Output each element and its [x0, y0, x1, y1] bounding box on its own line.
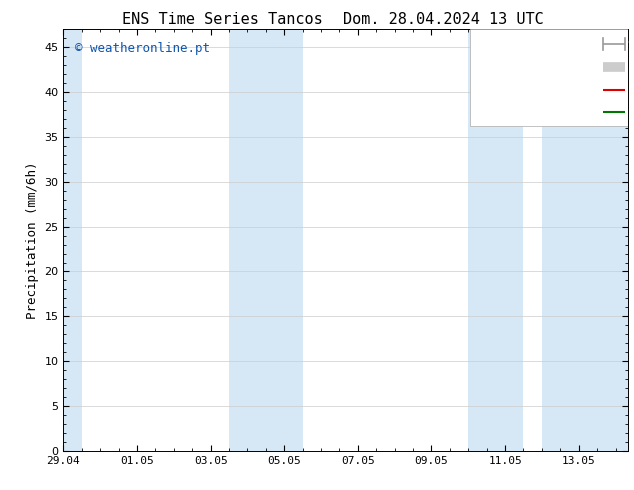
Bar — [60, 29, 82, 451]
Text: © weatheronline.pt: © weatheronline.pt — [75, 42, 210, 55]
Point — [95, 440, 103, 445]
Point — [96, 440, 104, 445]
Point — [95, 441, 103, 446]
Text: ENS Time Series Tancos: ENS Time Series Tancos — [122, 12, 322, 27]
Point — [95, 439, 103, 445]
FancyBboxPatch shape — [470, 29, 633, 126]
Point — [96, 440, 104, 445]
Text: Ensemble mean run: Ensemble mean run — [496, 85, 602, 95]
Bar — [229, 29, 302, 451]
Point — [95, 440, 103, 446]
Bar — [542, 29, 634, 451]
Bar — [469, 29, 524, 451]
Text: Desvio padr tilde;o: Desvio padr tilde;o — [484, 62, 602, 73]
Text: Controll run: Controll run — [527, 107, 602, 118]
Y-axis label: Precipitation (mm/6h): Precipitation (mm/6h) — [26, 161, 39, 319]
Text: min/max: min/max — [559, 39, 602, 49]
Point — [96, 439, 104, 445]
Point — [96, 439, 104, 445]
Point — [96, 441, 104, 446]
Text: Dom. 28.04.2024 13 UTC: Dom. 28.04.2024 13 UTC — [344, 12, 544, 27]
Point — [95, 440, 103, 445]
Point — [95, 439, 103, 445]
Point — [96, 440, 104, 446]
